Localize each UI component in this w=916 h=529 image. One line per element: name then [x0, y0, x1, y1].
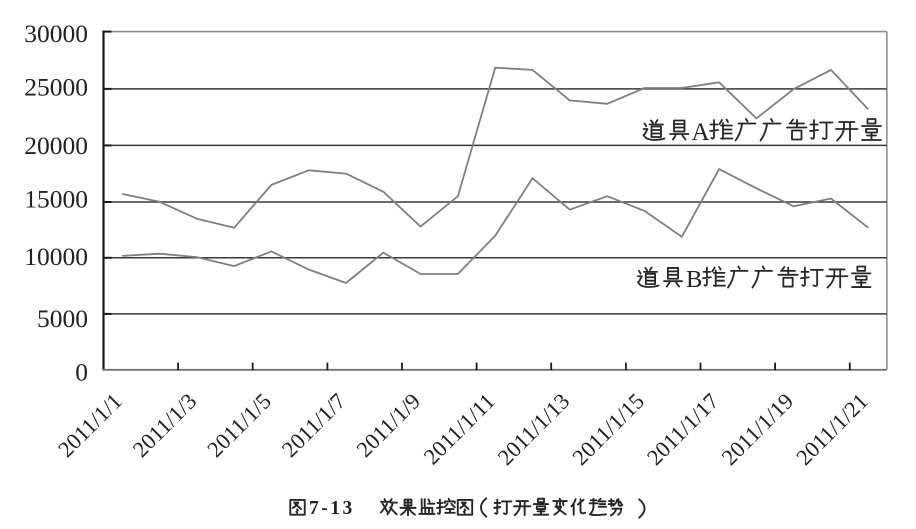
svg-text:2011/1/1: 2011/1/1	[53, 388, 127, 462]
svg-text:15000: 15000	[24, 185, 88, 214]
svg-text:20000: 20000	[24, 131, 88, 160]
svg-text:0: 0	[75, 357, 88, 386]
svg-text:2011/1/17: 2011/1/17	[642, 388, 724, 470]
svg-text:A: A	[692, 119, 710, 146]
svg-text:2011/1/9: 2011/1/9	[351, 388, 425, 462]
svg-text:B: B	[686, 266, 702, 293]
svg-text:5000: 5000	[37, 304, 88, 333]
svg-text:10000: 10000	[24, 242, 88, 271]
svg-text:2011/1/5: 2011/1/5	[202, 388, 276, 462]
svg-text:25000: 25000	[24, 72, 88, 101]
svg-text:2011/1/3: 2011/1/3	[128, 388, 202, 462]
svg-text:2011/1/15: 2011/1/15	[567, 388, 649, 470]
svg-text:7-13: 7-13	[309, 498, 355, 519]
svg-text:2011/1/7: 2011/1/7	[277, 388, 351, 462]
svg-text:2011/1/11: 2011/1/11	[419, 388, 500, 469]
svg-text:2011/1/19: 2011/1/19	[717, 388, 799, 470]
svg-text:2011/1/13: 2011/1/13	[493, 388, 575, 470]
svg-text:30000: 30000	[24, 19, 88, 48]
svg-text:2011/1/21: 2011/1/21	[791, 388, 873, 470]
